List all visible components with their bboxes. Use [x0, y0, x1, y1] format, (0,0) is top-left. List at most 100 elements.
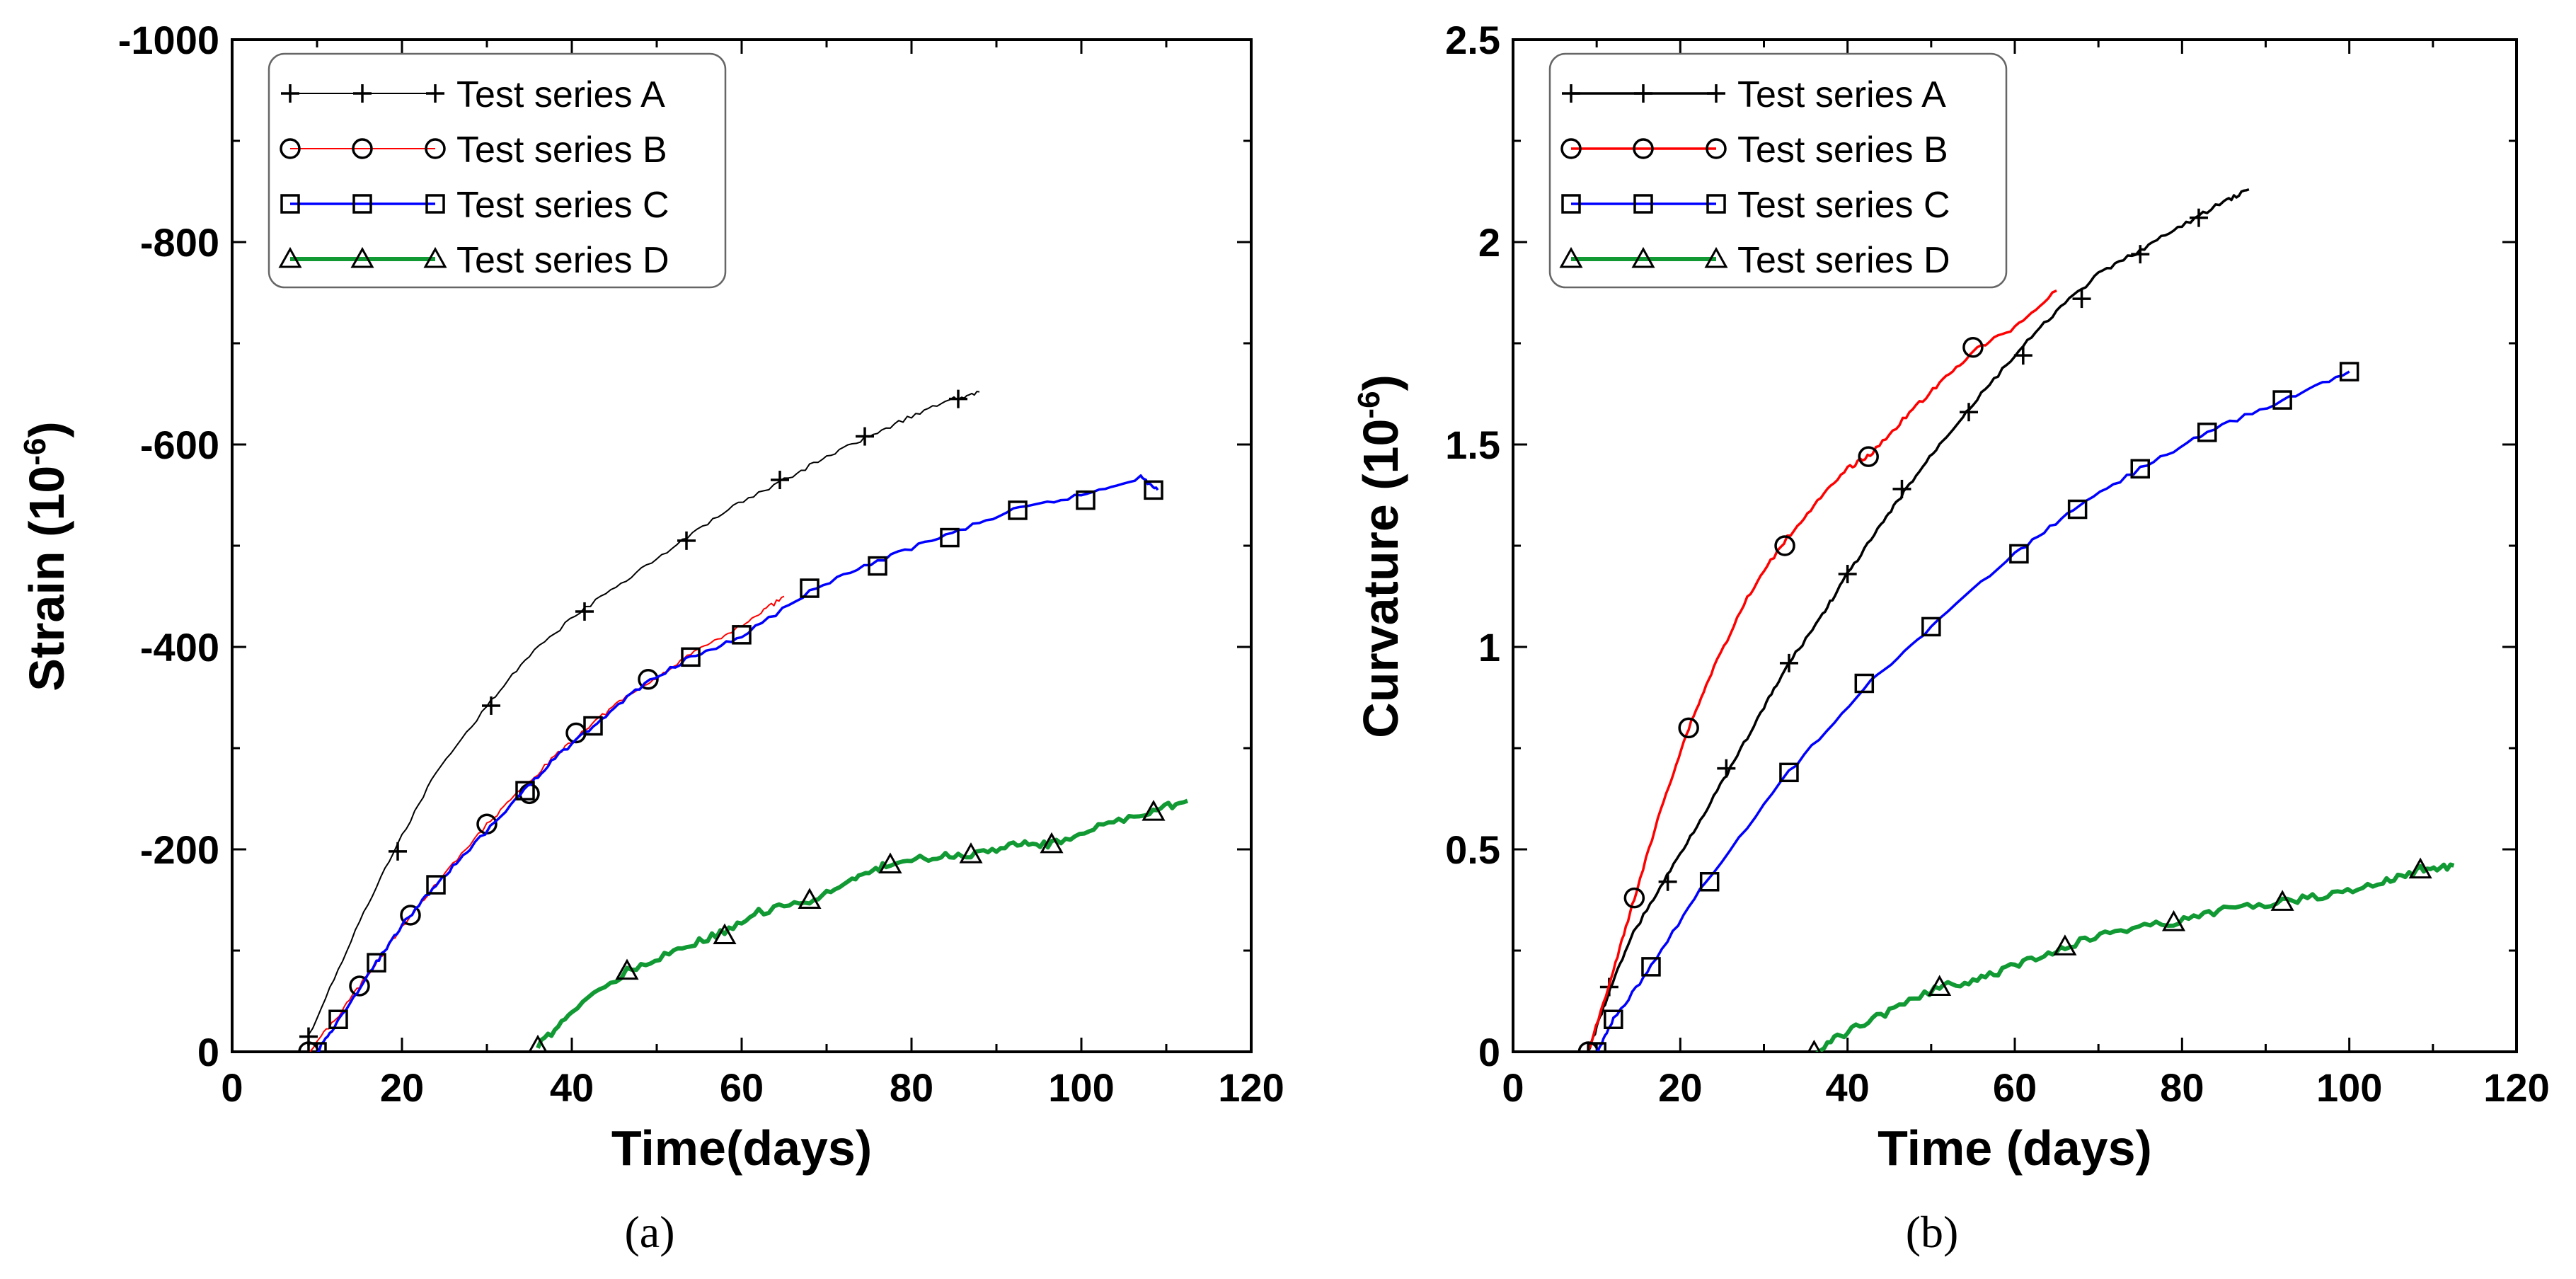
series-4: [528, 798, 1189, 1052]
panel-caption: (b): [1906, 1207, 1959, 1257]
data-point: [1144, 480, 1163, 500]
data-point: [307, 1042, 327, 1052]
data-point: [1807, 1039, 1821, 1052]
y-tick-label: -600: [140, 423, 219, 467]
data-point: [482, 696, 500, 715]
chart-panel-a: 0 20 40 60 80 100 120 0 -200 -400 -600 -800 -1000 Tim…: [18, 18, 1284, 1257]
y-tick-label: 2.5: [1445, 18, 1500, 62]
x-tick-label: 120: [1218, 1065, 1284, 1110]
data-point: [1962, 336, 1984, 358]
data-point: [800, 578, 820, 598]
legend-marker: [280, 138, 301, 159]
data-point: [426, 875, 446, 895]
series-line: [1815, 862, 2455, 1052]
x-tick-label: 60: [720, 1065, 764, 1110]
legend-box: [1548, 52, 2008, 289]
data-point: [583, 716, 603, 736]
x-axis-label: Time (days): [1878, 1120, 2152, 1176]
data-point: [681, 647, 701, 667]
legend-label: Test series D: [1737, 240, 1950, 281]
panel-caption: (a): [624, 1207, 674, 1257]
legend-marker: [1631, 246, 1655, 268]
data-point: [1678, 717, 1699, 739]
series-line: [1587, 188, 2250, 1052]
x-tick-label: 120: [2483, 1065, 2549, 1110]
series-line: [308, 391, 980, 1036]
data-point: [1858, 446, 1879, 467]
legend-marker: [1704, 246, 1728, 268]
y-tick-label: 0.5: [1445, 827, 1500, 872]
data-point: [400, 905, 421, 926]
data-point: [1928, 975, 1952, 996]
series-line: [309, 595, 785, 1052]
legend-marker: [281, 84, 299, 103]
data-point: [1658, 872, 1677, 891]
legend-marker: [426, 84, 444, 103]
data-point: [1699, 872, 1720, 892]
data-point: [677, 531, 696, 550]
legend-marker: [1559, 246, 1583, 268]
data-point: [2130, 459, 2150, 479]
data-point: [868, 556, 887, 576]
x-tick-label: 60: [1993, 1065, 2037, 1110]
series-group: [1577, 188, 2455, 1052]
data-point: [949, 389, 967, 408]
data-point: [575, 602, 594, 621]
y-tick-label: -200: [140, 827, 219, 872]
data-point: [856, 427, 874, 446]
x-tick-label: 80: [890, 1065, 933, 1110]
y-tick-label: -1000: [118, 18, 219, 62]
data-point: [732, 625, 752, 645]
data-point: [638, 669, 659, 690]
x-tick-label: 100: [2316, 1065, 2382, 1110]
legend-entry-4: Test series D: [1559, 240, 1950, 281]
legend-marker: [1562, 84, 1580, 103]
data-point: [2009, 544, 2029, 564]
data-point: [2339, 362, 2359, 382]
data-point: [1892, 479, 1911, 498]
data-point: [2270, 890, 2294, 911]
data-point: [1142, 800, 1166, 821]
legend-marker: [353, 84, 372, 103]
x-tick-label: 80: [2160, 1065, 2204, 1110]
data-point: [713, 923, 737, 945]
data-point: [1587, 1042, 1606, 1052]
data-point: [2272, 390, 2292, 410]
x-axis: 0 20 40 60 80 100 120: [221, 40, 1284, 1110]
data-point: [878, 852, 902, 873]
series-3: [1587, 362, 2359, 1052]
data-point: [1604, 1009, 1623, 1029]
legend-entry-1: Test series A: [281, 74, 665, 115]
y-axis: 0 0.5 1 1.5 2 2.5: [1445, 18, 2517, 1074]
x-tick-label: 100: [1048, 1065, 1114, 1110]
data-point: [528, 1034, 548, 1052]
legend-label: Test series D: [456, 240, 669, 281]
legend-marker: [1633, 138, 1654, 159]
x-tick-label: 20: [1658, 1065, 1702, 1110]
legend-label: Test series B: [456, 130, 667, 171]
data-point: [389, 842, 407, 861]
legend-entry-1: Test series A: [1562, 74, 1946, 115]
y-tick-label: 0: [197, 1030, 219, 1074]
legend-entry-4: Test series D: [278, 240, 669, 281]
series-1: [1579, 188, 2250, 1052]
data-point: [367, 953, 386, 973]
series-3: [307, 474, 1163, 1052]
y-axis-label: Curvature (10-6): [1352, 374, 1408, 738]
legend-label: Test series B: [1737, 130, 1948, 171]
legend-marker: [1561, 194, 1581, 214]
series-line: [1587, 289, 2057, 1051]
series-group: [298, 389, 1189, 1052]
y-tick-label: 0: [1478, 1030, 1500, 1074]
legend-marker: [352, 138, 373, 159]
data-point: [328, 1009, 348, 1029]
x-axis-label: Time(days): [611, 1120, 872, 1176]
data-point: [1641, 957, 1661, 977]
data-point: [1774, 535, 1795, 556]
series-4: [1807, 857, 2455, 1052]
legend-label: Test series A: [456, 74, 665, 115]
legend-marker: [1706, 138, 1727, 159]
legend-marker: [350, 246, 374, 268]
series-2: [1577, 289, 2057, 1052]
